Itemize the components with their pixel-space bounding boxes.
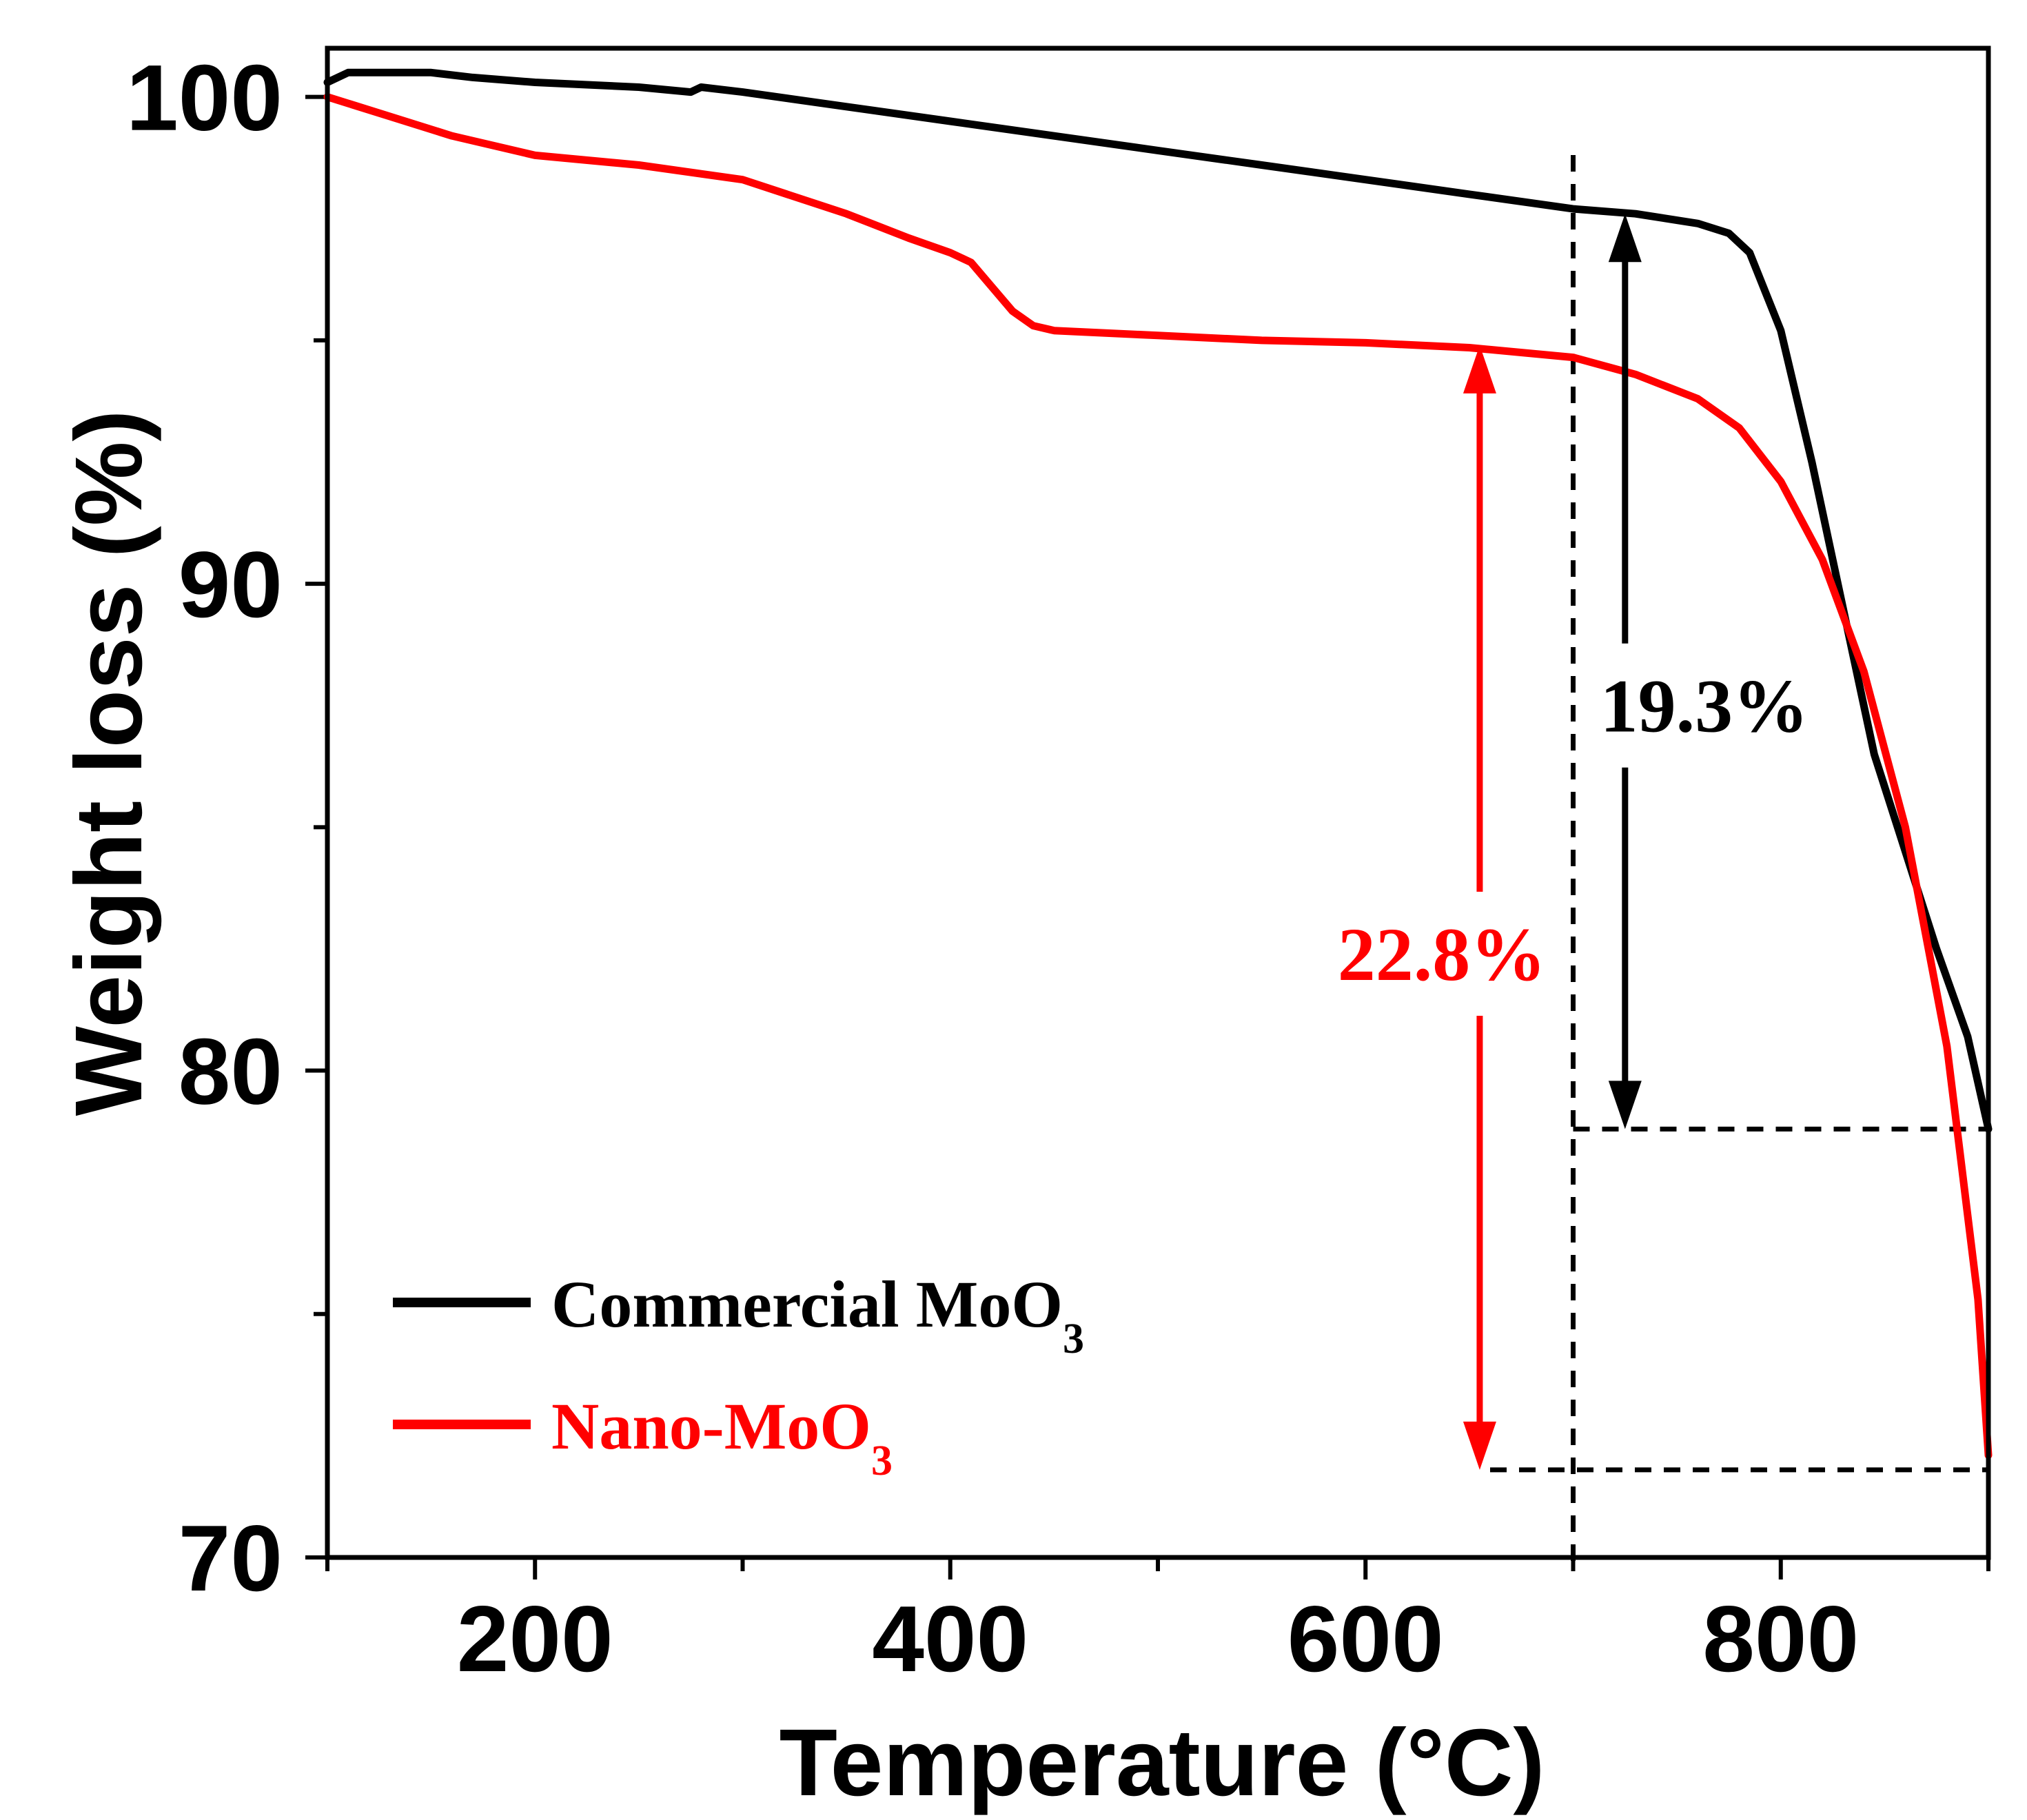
commercial-loss-label: 19.3% [1600, 664, 1809, 748]
x-tick-label: 200 [457, 1586, 613, 1691]
legend-label-nano: Nano-MoO3 [551, 1389, 893, 1484]
arrow-head-up-nano [1463, 345, 1496, 393]
y-tick-label: 70 [179, 1506, 283, 1611]
series-line-nano [323, 93, 1993, 1460]
x-tick-label: 400 [872, 1586, 1028, 1691]
series-line-commercial [323, 68, 1993, 1133]
y-tick-label: 90 [179, 532, 283, 637]
legend-label-commercial: Commercial MoO3 [551, 1267, 1084, 1362]
x-tick-labels: 200 400 600 800 [457, 1586, 1859, 1691]
legend-label-nano-main: Nano-MoO [551, 1389, 871, 1463]
arrow-head-up-commercial [1608, 214, 1642, 263]
tick-marks [305, 94, 1990, 1579]
annotations: 19.3% 22.8% [1338, 214, 1809, 1470]
x-tick-label: 600 [1287, 1586, 1444, 1691]
legend-label-nano-sub: 3 [871, 1438, 893, 1484]
y-tick-label: 80 [179, 1019, 283, 1124]
x-tick-label: 800 [1702, 1586, 1859, 1691]
arrow-head-down-commercial [1608, 1081, 1642, 1129]
legend-label-commercial-sub: 3 [1063, 1316, 1084, 1362]
y-tick-label: 100 [126, 45, 283, 150]
nano-loss-label: 22.8% [1338, 912, 1547, 996]
y-axis-title: Weight loss (%) [56, 410, 162, 1116]
x-axis-title: Temperature (°C) [780, 1710, 1545, 1816]
legend: Commercial MoO3 Nano-MoO3 [393, 1267, 1084, 1484]
legend-label-commercial-main: Commercial MoO [551, 1267, 1063, 1341]
plot-frame [325, 45, 1991, 1560]
arrow-head-down-nano [1463, 1421, 1496, 1470]
series-lines [323, 68, 1993, 1460]
y-tick-labels: 70 80 90 100 [126, 45, 283, 1611]
reference-lines [1490, 155, 1988, 1568]
plot-area: 19.3% 22.8% [323, 68, 1993, 1568]
